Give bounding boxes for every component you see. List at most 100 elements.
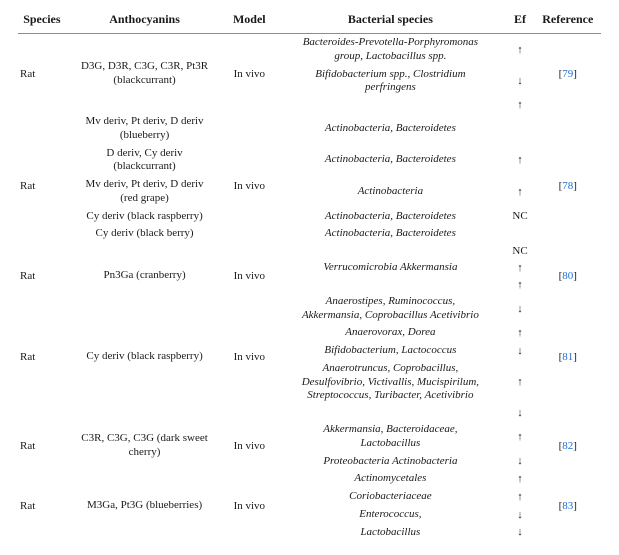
cell-bact: Actinomycetales bbox=[275, 470, 505, 488]
reference-link[interactable]: 80 bbox=[562, 270, 573, 282]
cell-anth: Cy deriv (black berry) bbox=[66, 225, 224, 243]
data-table: Species Anthocyanins Model Bacterial spe… bbox=[18, 8, 601, 541]
cell-ef: ↑ bbox=[506, 176, 535, 208]
cell-bact: Actinobacteria, Bacteroidetes bbox=[275, 208, 505, 226]
reference-link[interactable]: 81 bbox=[562, 351, 573, 363]
cell-ef: ↓ bbox=[506, 342, 535, 360]
cell-species: Rat bbox=[18, 293, 66, 421]
cell-bact: Anaerostipes, Ruminococcus,Akkermansia, … bbox=[275, 293, 505, 325]
cell-ef: ↑ bbox=[506, 470, 535, 488]
cell-ref: [83] bbox=[535, 470, 601, 541]
cell-model: In vivo bbox=[223, 421, 275, 470]
cell-ef: ↑ bbox=[506, 324, 535, 342]
cell-ef: ↓ bbox=[506, 453, 535, 471]
table-row: NC bbox=[18, 243, 601, 259]
col-bacterial: Bacterial species bbox=[275, 8, 505, 34]
col-model: Model bbox=[223, 8, 275, 34]
cell-ef: ↑ bbox=[506, 488, 535, 506]
cell-ef: ↑ bbox=[506, 34, 535, 66]
cell-ef: ↓ bbox=[506, 524, 535, 542]
cell-bact: Coriobacteriaceae bbox=[275, 488, 505, 506]
col-anth: Anthocyanins bbox=[66, 8, 224, 34]
cell-model: In vivo bbox=[223, 470, 275, 541]
cell-ef: ↑ bbox=[506, 145, 535, 177]
table-row: RatPn3Ga (cranberry)In vivoVerrucomicrob… bbox=[18, 259, 601, 277]
cell-species: Rat bbox=[18, 259, 66, 293]
cell-ef: ↑ bbox=[506, 259, 535, 277]
cell-bact: Bifidobacterium, Lactococcus bbox=[275, 342, 505, 360]
cell-model: In vivo bbox=[223, 259, 275, 293]
cell-ef: ↑ bbox=[506, 421, 535, 453]
table-body: RatD3G, D3R, C3G, C3R, Pt3R(blackcurrant… bbox=[18, 34, 601, 542]
cell-ef: NC bbox=[506, 208, 535, 226]
cell-bact: Akkermansia, Bacteroidaceae,Lactobacillu… bbox=[275, 421, 505, 453]
cell-ref: [78] bbox=[535, 113, 601, 259]
anthocyanin-microbiome-table: Species Anthocyanins Model Bacterial spe… bbox=[0, 0, 619, 555]
cell-bact: Actinobacteria bbox=[275, 176, 505, 208]
cell-bact: Verrucomicrobia Akkermansia bbox=[275, 259, 505, 277]
col-ef: Ef bbox=[506, 8, 535, 34]
cell-ef: ↓ bbox=[506, 405, 535, 421]
reference-link[interactable]: 79 bbox=[562, 68, 573, 80]
cell-ef bbox=[506, 225, 535, 243]
cell-bact bbox=[275, 277, 505, 293]
cell-bact: Enterococcus, bbox=[275, 506, 505, 524]
cell-bact: Actinobacteria, Bacteroidetes bbox=[275, 145, 505, 177]
cell-model: In vivo bbox=[223, 113, 275, 259]
cell-model: In vivo bbox=[223, 34, 275, 114]
cell-bact bbox=[275, 97, 505, 113]
cell-bact: Lactobacillus bbox=[275, 524, 505, 542]
cell-anth bbox=[66, 243, 224, 259]
cell-anth: D3G, D3R, C3G, C3R, Pt3R(blackcurrant) bbox=[66, 34, 224, 114]
reference-link[interactable]: 78 bbox=[562, 180, 573, 192]
table-row: Cy deriv (black berry) Actinobacteria, Ba… bbox=[18, 225, 601, 243]
col-species: Species bbox=[18, 8, 66, 34]
cell-ref: [82] bbox=[535, 421, 601, 470]
cell-species: Rat bbox=[18, 34, 66, 114]
cell-bact: Bifidobacterium spp., Clostridiumperfrin… bbox=[275, 66, 505, 98]
cell-ef: ↓ bbox=[506, 506, 535, 524]
table-row: Mv deriv, Pt deriv, D deriv(red grape) Ac… bbox=[18, 176, 601, 208]
cell-bact bbox=[275, 405, 505, 421]
cell-species: Rat bbox=[18, 113, 66, 259]
cell-anth: Mv deriv, Pt deriv, D deriv(blueberry) bbox=[66, 113, 224, 145]
cell-anth: C3R, C3G, C3G (dark sweetcherry) bbox=[66, 421, 224, 470]
header-row: Species Anthocyanins Model Bacterial spe… bbox=[18, 8, 601, 34]
cell-ef: ↓ bbox=[506, 293, 535, 325]
table-row: RatMv deriv, Pt deriv, D deriv(blueberry… bbox=[18, 113, 601, 145]
cell-ef: ↓ bbox=[506, 66, 535, 98]
cell-bact bbox=[275, 243, 505, 259]
cell-bact: Anaerotruncus, Coprobacillus,Desulfovibr… bbox=[275, 360, 505, 405]
table-row: RatM3Ga, Pt3G (blueberries)In vivoActino… bbox=[18, 470, 601, 488]
cell-anth: Mv deriv, Pt deriv, D deriv(red grape) bbox=[66, 176, 224, 208]
cell-ef: ↑ bbox=[506, 277, 535, 293]
cell-ef bbox=[506, 113, 535, 145]
cell-anth: Cy deriv (black raspberry) bbox=[66, 208, 224, 226]
cell-anth: M3Ga, Pt3G (blueberries) bbox=[66, 470, 224, 541]
cell-ref: [79] bbox=[535, 34, 601, 114]
cell-model: In vivo bbox=[223, 293, 275, 421]
table-row: RatD3G, D3R, C3G, C3R, Pt3R(blackcurrant… bbox=[18, 34, 601, 66]
reference-link[interactable]: 83 bbox=[562, 500, 573, 512]
cell-anth: Cy deriv (black raspberry) bbox=[66, 293, 224, 421]
table-row: RatCy deriv (black raspberry)In vivoAnae… bbox=[18, 293, 601, 325]
table-row: RatC3R, C3G, C3G (dark sweetcherry)In vi… bbox=[18, 421, 601, 453]
table-row: D deriv, Cy deriv(blackcurrant) Actinobac… bbox=[18, 145, 601, 177]
reference-link[interactable]: 82 bbox=[562, 440, 573, 452]
cell-bact: Anaerovorax, Dorea bbox=[275, 324, 505, 342]
cell-species: Rat bbox=[18, 470, 66, 541]
cell-bact: Proteobacteria Actinobacteria bbox=[275, 453, 505, 471]
cell-ef: ↑ bbox=[506, 360, 535, 405]
cell-anth: Pn3Ga (cranberry) bbox=[66, 259, 224, 293]
cell-bact: Actinobacteria, Bacteroidetes bbox=[275, 113, 505, 145]
cell-ref: [80] bbox=[535, 259, 601, 293]
cell-anth: D deriv, Cy deriv(blackcurrant) bbox=[66, 145, 224, 177]
cell-bact: Bacteroides-Prevotella-Porphyromonasgrou… bbox=[275, 34, 505, 66]
cell-ef: ↑ bbox=[506, 97, 535, 113]
table-row: Cy deriv (black raspberry) Actinobacteria… bbox=[18, 208, 601, 226]
cell-species: Rat bbox=[18, 421, 66, 470]
cell-ef: NC bbox=[506, 243, 535, 259]
cell-bact: Actinobacteria, Bacteroidetes bbox=[275, 225, 505, 243]
col-reference: Reference bbox=[535, 8, 601, 34]
cell-ref: [81] bbox=[535, 293, 601, 421]
